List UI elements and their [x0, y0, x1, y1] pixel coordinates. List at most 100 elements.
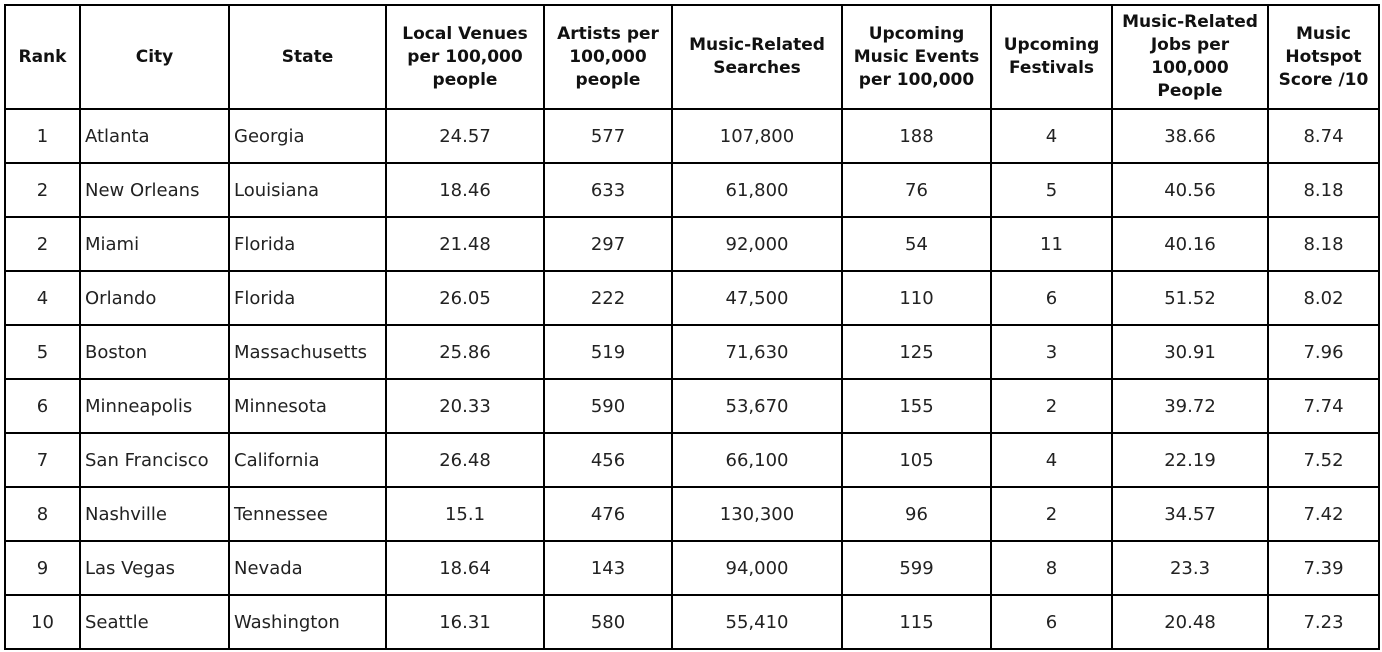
table-cell: 222	[543, 270, 673, 326]
table-cell: 4	[990, 432, 1113, 488]
table-cell: 10	[4, 594, 81, 650]
table-cell: Seattle	[79, 594, 230, 650]
table-cell: 51.52	[1111, 270, 1269, 326]
table-row: 7 San Francisco California 26.48 456 66,100 10…	[4, 432, 1380, 488]
table-cell: 519	[543, 324, 673, 380]
table-cell: 3	[990, 324, 1113, 380]
table-cell: 6	[990, 594, 1113, 650]
table-cell: 580	[543, 594, 673, 650]
table-cell: 47,500	[671, 270, 843, 326]
table-cell: 143	[543, 540, 673, 596]
header-row: Rank City State Local Venues per 100,000 pe…	[4, 4, 1380, 110]
column-header: State	[228, 4, 387, 110]
table-cell: 4	[4, 270, 81, 326]
table-cell: 297	[543, 216, 673, 272]
table-cell: Atlanta	[79, 108, 230, 164]
table-body: 1 Atlanta Georgia 24.57 577 107,800 188 4 38.66 8…	[4, 108, 1380, 650]
table-cell: 2	[4, 162, 81, 218]
table-cell: San Francisco	[79, 432, 230, 488]
table-cell: Las Vegas	[79, 540, 230, 596]
table-cell: 76	[841, 162, 992, 218]
table-cell: 20.48	[1111, 594, 1269, 650]
table-cell: 2	[4, 216, 81, 272]
table-cell: 71,630	[671, 324, 843, 380]
table-cell: 20.33	[385, 378, 545, 434]
table-cell: 23.3	[1111, 540, 1269, 596]
table-cell: 7.42	[1267, 486, 1380, 542]
column-header: Upcoming Festivals	[990, 4, 1113, 110]
table-cell: 61,800	[671, 162, 843, 218]
table-cell: 18.64	[385, 540, 545, 596]
table-cell: 26.05	[385, 270, 545, 326]
table-cell: Florida	[228, 270, 387, 326]
table-cell: 456	[543, 432, 673, 488]
table-row: 8 Nashville Tennessee 15.1 476 130,300 96 2 34.5…	[4, 486, 1380, 542]
table-cell: Nashville	[79, 486, 230, 542]
table-cell: 110	[841, 270, 992, 326]
table-cell: New Orleans	[79, 162, 230, 218]
column-header: Music-Related Jobs per 100,000 People	[1111, 4, 1269, 110]
table-row: 9 Las Vegas Nevada 18.64 143 94,000 599 8 23.3 7.…	[4, 540, 1380, 596]
table-cell: 6	[990, 270, 1113, 326]
table-cell: 130,300	[671, 486, 843, 542]
column-header: Music Hotspot Score /10	[1267, 4, 1380, 110]
table-row: 2 Miami Florida 21.48 297 92,000 54 11 40.16 8.18	[4, 216, 1380, 272]
table-cell: Nevada	[228, 540, 387, 596]
table-cell: 115	[841, 594, 992, 650]
column-header: Upcoming Music Events per 100,000	[841, 4, 992, 110]
table-cell: 24.57	[385, 108, 545, 164]
table-cell: 30.91	[1111, 324, 1269, 380]
table-cell: 155	[841, 378, 992, 434]
column-header: City	[79, 4, 230, 110]
table-row: 10 Seattle Washington 16.31 580 55,410 115 6 20.…	[4, 594, 1380, 650]
table-cell: 34.57	[1111, 486, 1269, 542]
table-cell: 8	[990, 540, 1113, 596]
table-cell: Louisiana	[228, 162, 387, 218]
table-cell: 5	[990, 162, 1113, 218]
table-cell: 11	[990, 216, 1113, 272]
table-cell: Miami	[79, 216, 230, 272]
table-cell: 7.39	[1267, 540, 1380, 596]
table-cell: 188	[841, 108, 992, 164]
table-cell: Minnesota	[228, 378, 387, 434]
table-cell: 476	[543, 486, 673, 542]
table-cell: 96	[841, 486, 992, 542]
table-cell: 2	[990, 486, 1113, 542]
table-cell: 25.86	[385, 324, 545, 380]
table-cell: 107,800	[671, 108, 843, 164]
table-cell: Boston	[79, 324, 230, 380]
table-cell: California	[228, 432, 387, 488]
table-row: 1 Atlanta Georgia 24.57 577 107,800 188 4 38.66 8…	[4, 108, 1380, 164]
table-row: 5 Boston Massachusetts 25.86 519 71,630 125 3 30…	[4, 324, 1380, 380]
table-cell: 5	[4, 324, 81, 380]
table-head: Rank City State Local Venues per 100,000 pe…	[4, 4, 1380, 110]
table-row: 6 Minneapolis Minnesota 20.33 590 53,670 155 2 3…	[4, 378, 1380, 434]
table-cell: 7.52	[1267, 432, 1380, 488]
music-hotspot-table: Rank City State Local Venues per 100,000 pe…	[4, 4, 1380, 650]
table-cell: 6	[4, 378, 81, 434]
column-header: Local Venues per 100,000 people	[385, 4, 545, 110]
table-cell: Georgia	[228, 108, 387, 164]
table-cell: Tennessee	[228, 486, 387, 542]
table-cell: 7.74	[1267, 378, 1380, 434]
table-cell: 577	[543, 108, 673, 164]
table-cell: 4	[990, 108, 1113, 164]
table-row: 4 Orlando Florida 26.05 222 47,500 110 6 51.52 8.…	[4, 270, 1380, 326]
table-cell: Massachusetts	[228, 324, 387, 380]
table-cell: 125	[841, 324, 992, 380]
table-cell: Florida	[228, 216, 387, 272]
table-cell: 7.23	[1267, 594, 1380, 650]
table-cell: 38.66	[1111, 108, 1269, 164]
table-cell: 633	[543, 162, 673, 218]
table-cell: 53,670	[671, 378, 843, 434]
table-cell: 40.16	[1111, 216, 1269, 272]
table-cell: 92,000	[671, 216, 843, 272]
table-cell: 22.19	[1111, 432, 1269, 488]
column-header: Artists per 100,000 people	[543, 4, 673, 110]
table-cell: 7	[4, 432, 81, 488]
table-cell: 15.1	[385, 486, 545, 542]
table-cell: 94,000	[671, 540, 843, 596]
table-cell: 54	[841, 216, 992, 272]
table-cell: 40.56	[1111, 162, 1269, 218]
column-header: Music-Related Searches	[671, 4, 843, 110]
